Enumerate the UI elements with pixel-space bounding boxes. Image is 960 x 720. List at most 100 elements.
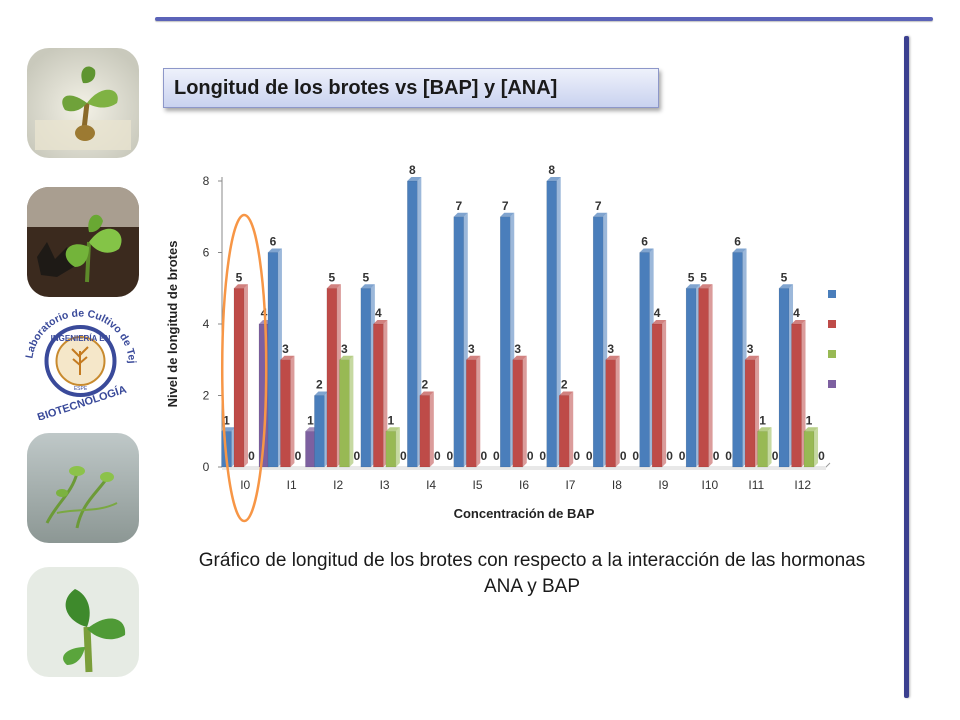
data-label: 0	[818, 449, 825, 463]
data-label: 3	[514, 342, 521, 356]
bar-side	[767, 427, 772, 467]
data-label: 0	[434, 449, 441, 463]
data-label: 0	[679, 449, 686, 463]
y-axis-label: Nivel de longitud de brotes	[165, 241, 180, 408]
data-label: 5	[688, 270, 695, 284]
bar-top	[407, 177, 422, 181]
bar	[326, 288, 338, 468]
bar	[791, 323, 802, 468]
data-label: 2	[316, 378, 323, 392]
x-axis-label: Concentración de BAP	[454, 506, 595, 521]
x-tick-label: I8	[612, 478, 622, 492]
data-label: 1	[307, 413, 314, 427]
x-tick-label: I11	[748, 478, 764, 492]
bar-top	[419, 391, 434, 396]
plant-photo-1	[27, 48, 139, 158]
bar	[546, 180, 557, 468]
bar-side	[801, 320, 806, 467]
bar-top	[339, 355, 354, 360]
data-label: 1	[223, 413, 230, 427]
y-tick-label: 6	[203, 246, 210, 260]
data-label: 3	[341, 342, 348, 356]
slide-title: Longitud de los brotes vs [BAP] y [ANA]	[174, 76, 558, 99]
bar-top	[745, 355, 760, 360]
data-label: 1	[759, 413, 766, 427]
chart-caption: Gráfico de longitud de los brotes con re…	[198, 550, 866, 597]
legend-swatch	[828, 350, 836, 358]
data-label: 6	[270, 235, 277, 249]
y-tick-label: 8	[203, 174, 210, 188]
data-label: 0	[295, 449, 302, 463]
data-label: 8	[409, 163, 416, 177]
plant-photo-3	[27, 433, 139, 543]
data-label: 5	[329, 270, 336, 284]
data-label: 7	[595, 199, 602, 213]
x-tick-label: I6	[519, 478, 529, 492]
data-label: 0	[772, 449, 779, 463]
y-tick-label: 2	[203, 389, 210, 403]
bar	[512, 359, 523, 468]
x-tick-label: I0	[240, 478, 250, 492]
data-label: 0	[493, 449, 500, 463]
bar	[605, 359, 616, 468]
bar	[407, 180, 418, 468]
bar-top	[686, 284, 701, 289]
data-label: 2	[561, 378, 568, 392]
data-label: 0	[354, 449, 361, 463]
bar	[233, 288, 245, 468]
bar-top	[373, 320, 388, 324]
bar	[305, 431, 316, 468]
data-label: 1	[806, 413, 813, 427]
bar-side	[569, 391, 574, 467]
data-label: 8	[548, 163, 555, 177]
bar-side	[615, 355, 620, 467]
data-label: 0	[446, 449, 453, 463]
bar	[339, 359, 350, 468]
bar-top	[466, 355, 481, 360]
right-divider	[904, 36, 909, 698]
data-label: 0	[713, 449, 720, 463]
x-tick-label: I10	[702, 478, 719, 492]
data-label: 5	[363, 270, 370, 284]
bar-side	[395, 427, 400, 467]
bar-side	[556, 177, 561, 467]
bar-side	[708, 284, 713, 467]
data-label: 5	[781, 270, 788, 284]
bar	[651, 323, 663, 468]
y-tick-label: 0	[203, 460, 210, 474]
data-label: 5	[700, 270, 707, 284]
chart-floor	[222, 466, 826, 470]
bar-top	[267, 248, 282, 253]
legend-swatch	[828, 290, 836, 298]
x-tick-label: I2	[333, 478, 343, 492]
data-label: 0	[400, 449, 407, 463]
bar	[778, 288, 790, 468]
bar-top	[593, 212, 608, 217]
bar	[453, 216, 465, 468]
x-tick-label: I5	[473, 478, 483, 492]
bar-top	[559, 391, 574, 396]
bar	[744, 359, 756, 468]
data-label: 0	[480, 449, 487, 463]
data-label: 4	[793, 306, 800, 320]
bar	[280, 359, 291, 468]
bar-top	[791, 320, 806, 324]
data-label: 0	[586, 449, 593, 463]
data-label: 6	[734, 235, 741, 249]
bar-top	[639, 248, 654, 253]
x-tick-label: I9	[658, 478, 668, 492]
data-label: 0	[539, 449, 546, 463]
bar	[639, 252, 650, 468]
plant-photo-2	[27, 187, 139, 297]
bar	[732, 252, 743, 468]
bar-side	[383, 320, 388, 467]
data-label: 4	[654, 306, 661, 320]
bar-top	[280, 355, 295, 360]
bar-top	[757, 427, 772, 432]
bar-side	[662, 320, 667, 467]
bar	[373, 323, 384, 468]
top-divider	[155, 17, 933, 21]
data-label: 2	[421, 378, 428, 392]
bar-top	[233, 284, 248, 289]
